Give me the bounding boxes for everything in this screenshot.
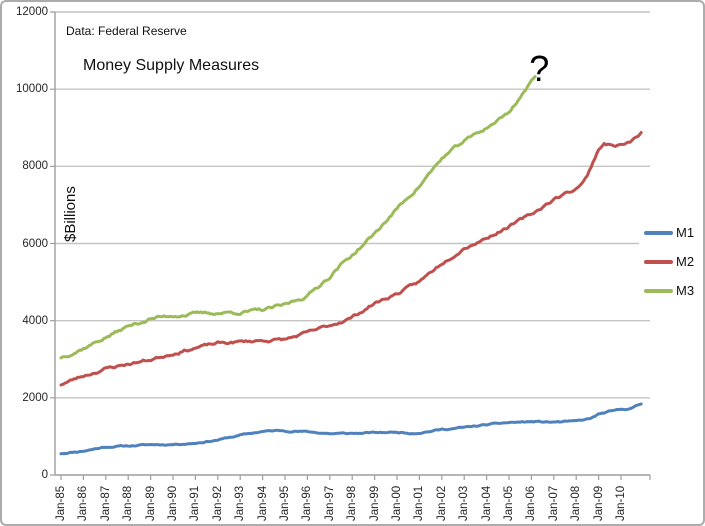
y-tick-label: 0 [41,469,48,481]
chart-title: Money Supply Measures [83,57,260,74]
x-tick-label: Jan-86 [77,485,90,521]
y-tick-label: 8000 [22,160,48,173]
x-tick-label: Jan-92 [211,485,224,521]
series-line-m3 [59,75,537,360]
y-tick-label: 4000 [22,314,48,327]
legend-item-m1: M1 [644,224,694,241]
x-tick-label: Jan-08 [570,485,583,521]
x-tick-label: Jan-95 [279,485,291,521]
legend-label-m2: M2 [676,254,695,269]
legend: M1 M2 M3 [639,221,697,302]
x-tick-label: Jan-99 [368,485,381,521]
x-tick-label: Jan-10 [615,485,627,521]
x-tick-label: Jan-09 [592,485,605,521]
x-tick-label: Jan-85 [55,485,67,521]
question-mark-annotation: ? [529,47,550,89]
x-tick-label: Jan-98 [346,485,359,521]
x-tick-label: Jan-01 [413,485,426,521]
y-tick-label: 10000 [16,83,48,96]
series-line-m1 [59,402,643,456]
legend-item-m2: M2 [644,253,694,270]
x-tick-label: Jan-93 [234,485,247,521]
x-tick-label: Jan-07 [547,485,560,521]
x-tick-label: Jan-00 [391,485,403,521]
data-source-note: Data: Federal Reserve [66,24,187,38]
x-tick-label: Jan-94 [256,485,269,521]
legend-label-m1: M1 [676,225,695,240]
x-tick-label: Jan-89 [144,485,157,521]
x-tick-label: Jan-04 [480,485,493,521]
legend-item-m3: M3 [644,282,694,299]
x-tick-label: Jan-97 [323,485,336,521]
y-tick-label: 12000 [16,6,48,18]
legend-swatch-m3 [644,288,673,293]
x-tick-label: Jan-06 [525,485,538,521]
x-tick-label: Jan-05 [503,485,515,521]
x-tick-label: Jan-03 [458,485,471,521]
y-axis-title: $Billions [62,186,79,242]
legend-swatch-m1 [644,230,673,235]
legend-swatch-m2 [644,259,673,264]
x-tick-label: Jan-96 [301,485,314,521]
x-tick-label: Jan-87 [99,485,112,521]
y-tick-label: 2000 [22,391,48,404]
x-tick-label: Jan-02 [435,485,448,521]
series-line-m2 [59,131,643,387]
x-tick-label: Jan-90 [167,485,179,521]
x-tick-label: Jan-91 [189,485,202,521]
y-tick-label: 6000 [22,237,48,250]
legend-label-m3: M3 [676,283,695,298]
x-tick-label: Jan-88 [122,485,135,521]
